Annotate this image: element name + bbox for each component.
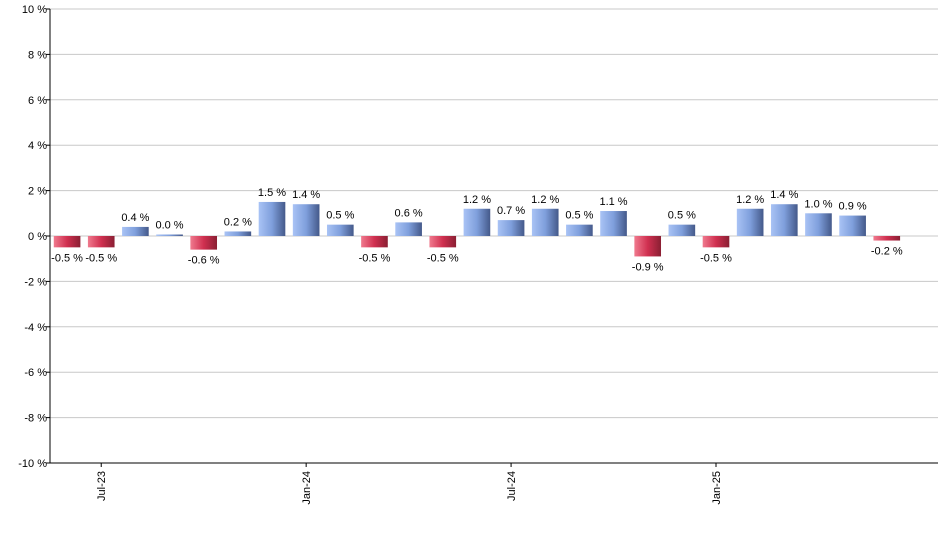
x-axis-ticks: Jul-23 Jan-24 Jul-24 Jan-25 <box>96 463 723 505</box>
bar <box>326 224 354 236</box>
data-label: 0.2 % <box>224 216 252 228</box>
data-label: 1.2 % <box>463 194 491 206</box>
data-label: -0.2 % <box>871 246 903 258</box>
data-label: -0.5 % <box>85 252 117 264</box>
data-label: 1.0 % <box>804 198 832 210</box>
bar <box>770 204 798 236</box>
data-label: -0.6 % <box>188 255 220 267</box>
bar <box>668 224 696 236</box>
bar <box>395 222 422 236</box>
axes <box>49 9 938 464</box>
y-axis-ticks: -10 % -8 % -6 % -4 % -2 % 0 % 2 % 4 % 6 % 8 % 10 % <box>18 4 50 470</box>
data-labels: -0.5 % -0.5 %0.4 %0.0 %-0.6 %0.2 %1.5 % 1.… <box>51 187 903 273</box>
y-tick-label: -4 % <box>24 322 47 334</box>
data-label: 1.4 % <box>770 189 798 201</box>
bar <box>87 236 115 248</box>
x-tick-label: Jul-23 <box>96 471 108 501</box>
data-label: 1.2 % <box>736 194 764 206</box>
bar <box>122 226 149 236</box>
bar <box>531 208 559 236</box>
data-label: 0.6 % <box>395 207 423 219</box>
bar <box>361 236 388 248</box>
data-label: 0.9 % <box>839 201 867 213</box>
bar <box>156 234 183 236</box>
bar <box>566 224 593 236</box>
bar <box>224 231 252 236</box>
y-tick-label: 0 % <box>28 231 47 243</box>
y-tick-label: 10 % <box>22 4 47 16</box>
bar <box>873 236 901 241</box>
bar <box>736 208 764 236</box>
data-label: 0.5 % <box>565 210 593 222</box>
data-label: 1.5 % <box>258 187 286 199</box>
bar <box>292 204 320 236</box>
data-label: -0.5 % <box>700 252 732 264</box>
y-tick-label: 4 % <box>28 140 47 152</box>
x-tick-label: Jan-25 <box>711 471 723 505</box>
data-label: 1.4 % <box>292 189 320 201</box>
y-tick-label: -8 % <box>24 413 47 425</box>
y-tick-label: 6 % <box>28 95 47 107</box>
bar <box>600 211 627 236</box>
bar <box>702 236 730 248</box>
bar <box>190 236 218 250</box>
data-label: 0.5 % <box>326 210 354 222</box>
data-label: 1.1 % <box>599 196 627 208</box>
data-label: 0.4 % <box>121 212 149 224</box>
bar <box>634 236 662 257</box>
bar <box>497 220 525 236</box>
bar <box>429 236 457 248</box>
y-tick-label: -6 % <box>24 367 47 379</box>
bar <box>258 201 286 236</box>
y-tick-label: 8 % <box>28 49 47 61</box>
data-label: 0.7 % <box>497 205 525 217</box>
x-tick-label: Jul-24 <box>506 471 518 501</box>
bar <box>53 236 81 248</box>
data-label: -0.5 % <box>359 252 391 264</box>
gridlines <box>50 8 938 464</box>
y-tick-label: -2 % <box>24 276 47 288</box>
data-label: -0.9 % <box>632 261 664 273</box>
y-tick-label: -10 % <box>18 458 47 470</box>
bar <box>805 213 832 236</box>
data-label: -0.5 % <box>427 252 459 264</box>
data-label: 0.5 % <box>668 210 696 222</box>
data-label: 0.0 % <box>155 220 183 232</box>
y-tick-label: 2 % <box>28 186 47 198</box>
data-label: -0.5 % <box>51 252 83 264</box>
x-tick-label: Jan-24 <box>301 471 313 505</box>
data-label: 1.2 % <box>531 194 559 206</box>
bars <box>53 201 901 257</box>
bar <box>839 215 866 236</box>
bar <box>463 208 491 236</box>
